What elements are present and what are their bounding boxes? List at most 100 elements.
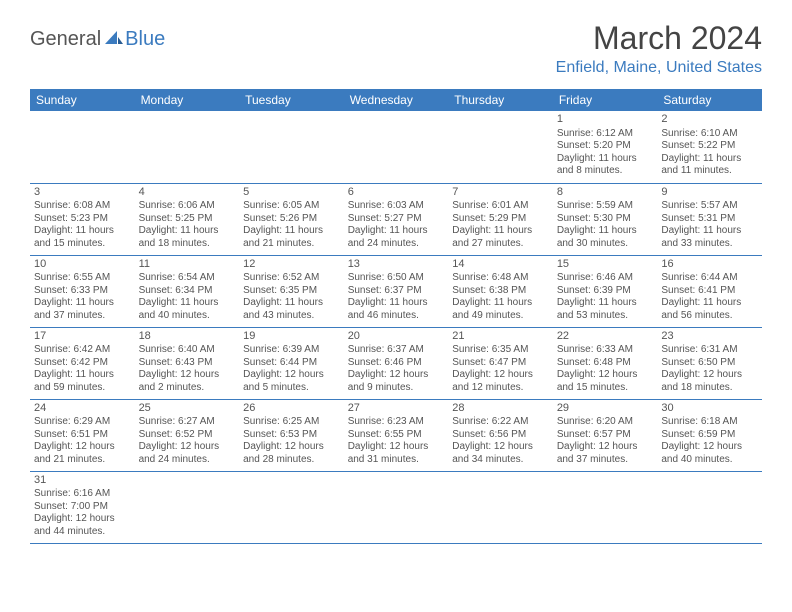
calendar-cell: 1Sunrise: 6:12 AMSunset: 5:20 PMDaylight…	[553, 111, 658, 183]
calendar-cell: 10Sunrise: 6:55 AMSunset: 6:33 PMDayligh…	[30, 255, 135, 327]
sunset-text: Sunset: 6:39 PM	[557, 285, 654, 298]
sunrise-text: Sunrise: 6:44 AM	[661, 272, 758, 285]
calendar-cell: 20Sunrise: 6:37 AMSunset: 6:46 PMDayligh…	[344, 327, 449, 399]
daylight-text: Daylight: 11 hours and 11 minutes.	[661, 153, 758, 178]
calendar-cell	[657, 471, 762, 543]
day-number: 6	[348, 186, 445, 200]
calendar-week-row: 10Sunrise: 6:55 AMSunset: 6:33 PMDayligh…	[30, 255, 762, 327]
sunset-text: Sunset: 5:23 PM	[34, 213, 131, 226]
sunset-text: Sunset: 6:44 PM	[243, 357, 340, 370]
calendar-cell: 13Sunrise: 6:50 AMSunset: 6:37 PMDayligh…	[344, 255, 449, 327]
daylight-text: Daylight: 11 hours and 24 minutes.	[348, 225, 445, 250]
calendar-cell	[448, 111, 553, 183]
daylight-text: Daylight: 12 hours and 15 minutes.	[557, 369, 654, 394]
sunrise-text: Sunrise: 6:01 AM	[452, 200, 549, 213]
sunrise-text: Sunrise: 6:52 AM	[243, 272, 340, 285]
day-number: 28	[452, 402, 549, 416]
day-number: 3	[34, 186, 131, 200]
sunrise-text: Sunrise: 6:42 AM	[34, 344, 131, 357]
sunrise-text: Sunrise: 6:48 AM	[452, 272, 549, 285]
daylight-text: Daylight: 12 hours and 44 minutes.	[34, 513, 131, 538]
daylight-text: Daylight: 12 hours and 37 minutes.	[557, 441, 654, 466]
daylight-text: Daylight: 12 hours and 2 minutes.	[139, 369, 236, 394]
sunrise-text: Sunrise: 6:27 AM	[139, 416, 236, 429]
logo-sail-icon	[105, 29, 123, 50]
logo-general: General	[30, 28, 101, 51]
calendar-cell: 5Sunrise: 6:05 AMSunset: 5:26 PMDaylight…	[239, 183, 344, 255]
daylight-text: Daylight: 11 hours and 56 minutes.	[661, 297, 758, 322]
day-number: 24	[34, 402, 131, 416]
sunrise-text: Sunrise: 6:50 AM	[348, 272, 445, 285]
calendar-cell	[344, 111, 449, 183]
calendar-cell: 29Sunrise: 6:20 AMSunset: 6:57 PMDayligh…	[553, 399, 658, 471]
sunset-text: Sunset: 6:52 PM	[139, 429, 236, 442]
calendar-cell: 28Sunrise: 6:22 AMSunset: 6:56 PMDayligh…	[448, 399, 553, 471]
calendar-cell: 27Sunrise: 6:23 AMSunset: 6:55 PMDayligh…	[344, 399, 449, 471]
day-header: Wednesday	[344, 89, 449, 111]
day-number: 18	[139, 330, 236, 344]
sunrise-text: Sunrise: 6:06 AM	[139, 200, 236, 213]
daylight-text: Daylight: 12 hours and 12 minutes.	[452, 369, 549, 394]
calendar-cell	[344, 471, 449, 543]
day-number: 27	[348, 402, 445, 416]
sunset-text: Sunset: 6:41 PM	[661, 285, 758, 298]
day-header: Sunday	[30, 89, 135, 111]
sunrise-text: Sunrise: 6:39 AM	[243, 344, 340, 357]
day-number: 9	[661, 186, 758, 200]
daylight-text: Daylight: 11 hours and 59 minutes.	[34, 369, 131, 394]
daylight-text: Daylight: 11 hours and 30 minutes.	[557, 225, 654, 250]
calendar-cell: 6Sunrise: 6:03 AMSunset: 5:27 PMDaylight…	[344, 183, 449, 255]
day-number: 25	[139, 402, 236, 416]
sunset-text: Sunset: 5:20 PM	[557, 140, 654, 153]
calendar-cell: 9Sunrise: 5:57 AMSunset: 5:31 PMDaylight…	[657, 183, 762, 255]
day-header: Friday	[553, 89, 658, 111]
daylight-text: Daylight: 11 hours and 49 minutes.	[452, 297, 549, 322]
sunrise-text: Sunrise: 6:10 AM	[661, 128, 758, 141]
sunset-text: Sunset: 5:27 PM	[348, 213, 445, 226]
calendar-week-row: 24Sunrise: 6:29 AMSunset: 6:51 PMDayligh…	[30, 399, 762, 471]
sunrise-text: Sunrise: 6:23 AM	[348, 416, 445, 429]
daylight-text: Daylight: 12 hours and 31 minutes.	[348, 441, 445, 466]
sunrise-text: Sunrise: 6:03 AM	[348, 200, 445, 213]
calendar-week-row: 31Sunrise: 6:16 AMSunset: 7:00 PMDayligh…	[30, 471, 762, 543]
daylight-text: Daylight: 11 hours and 18 minutes.	[139, 225, 236, 250]
day-header: Monday	[135, 89, 240, 111]
daylight-text: Daylight: 12 hours and 40 minutes.	[661, 441, 758, 466]
location: Enfield, Maine, United States	[556, 59, 762, 77]
sunrise-text: Sunrise: 6:31 AM	[661, 344, 758, 357]
sunset-text: Sunset: 6:48 PM	[557, 357, 654, 370]
daylight-text: Daylight: 11 hours and 43 minutes.	[243, 297, 340, 322]
month-title: March 2024	[556, 20, 762, 57]
calendar-week-row: 17Sunrise: 6:42 AMSunset: 6:42 PMDayligh…	[30, 327, 762, 399]
sunrise-text: Sunrise: 6:08 AM	[34, 200, 131, 213]
sunset-text: Sunset: 5:22 PM	[661, 140, 758, 153]
daylight-text: Daylight: 12 hours and 18 minutes.	[661, 369, 758, 394]
daylight-text: Daylight: 11 hours and 15 minutes.	[34, 225, 131, 250]
sunset-text: Sunset: 6:56 PM	[452, 429, 549, 442]
sunset-text: Sunset: 6:46 PM	[348, 357, 445, 370]
daylight-text: Daylight: 11 hours and 53 minutes.	[557, 297, 654, 322]
sunset-text: Sunset: 6:43 PM	[139, 357, 236, 370]
day-number: 23	[661, 330, 758, 344]
title-block: March 2024 Enfield, Maine, United States	[556, 20, 762, 77]
sunrise-text: Sunrise: 6:54 AM	[139, 272, 236, 285]
calendar-cell: 11Sunrise: 6:54 AMSunset: 6:34 PMDayligh…	[135, 255, 240, 327]
day-number: 11	[139, 258, 236, 272]
sunrise-text: Sunrise: 5:57 AM	[661, 200, 758, 213]
day-number: 15	[557, 258, 654, 272]
calendar-body: 1Sunrise: 6:12 AMSunset: 5:20 PMDaylight…	[30, 111, 762, 543]
calendar-cell: 15Sunrise: 6:46 AMSunset: 6:39 PMDayligh…	[553, 255, 658, 327]
calendar-cell: 30Sunrise: 6:18 AMSunset: 6:59 PMDayligh…	[657, 399, 762, 471]
daylight-text: Daylight: 11 hours and 33 minutes.	[661, 225, 758, 250]
day-header: Tuesday	[239, 89, 344, 111]
calendar-cell: 21Sunrise: 6:35 AMSunset: 6:47 PMDayligh…	[448, 327, 553, 399]
sunrise-text: Sunrise: 6:55 AM	[34, 272, 131, 285]
day-number: 20	[348, 330, 445, 344]
sunset-text: Sunset: 6:50 PM	[661, 357, 758, 370]
sunrise-text: Sunrise: 6:05 AM	[243, 200, 340, 213]
sunset-text: Sunset: 6:55 PM	[348, 429, 445, 442]
day-number: 19	[243, 330, 340, 344]
day-number: 21	[452, 330, 549, 344]
daylight-text: Daylight: 11 hours and 46 minutes.	[348, 297, 445, 322]
sunrise-text: Sunrise: 6:16 AM	[34, 488, 131, 501]
